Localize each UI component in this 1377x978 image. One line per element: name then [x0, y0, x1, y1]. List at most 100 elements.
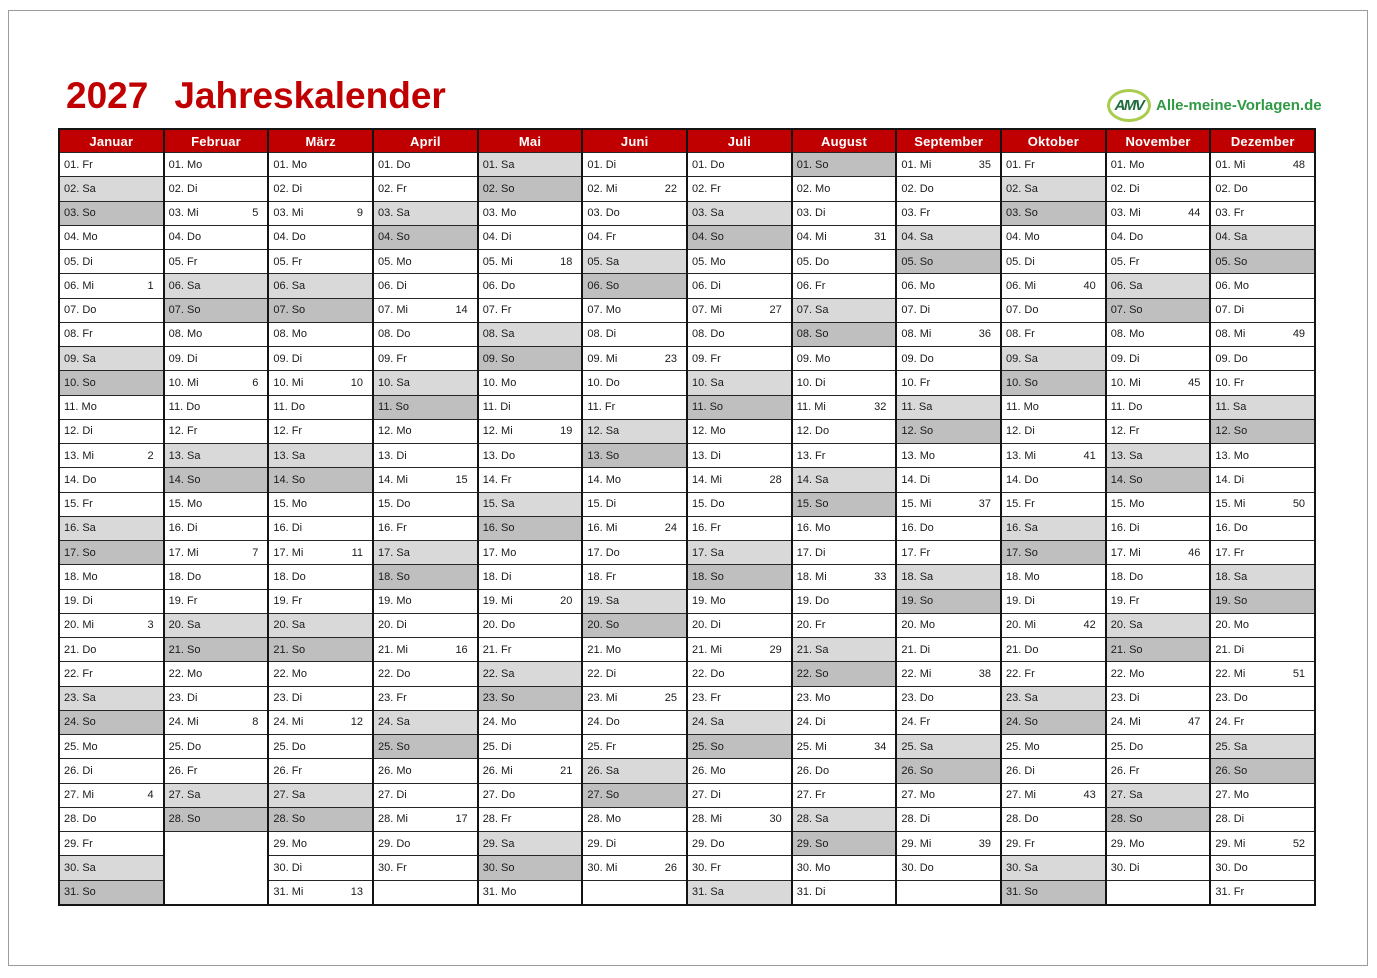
day-label: 10. Sa — [378, 376, 410, 389]
day-label: 08. So — [796, 328, 829, 341]
day-label: 27. Fr — [796, 789, 826, 802]
month-header: Dezember — [1211, 130, 1315, 152]
day-cell: 09. Di — [1106, 346, 1210, 371]
day-cell: 06. Mi 1 — [60, 273, 163, 298]
day-label: 10. So — [1006, 376, 1038, 389]
day-label: 15. So — [796, 498, 829, 511]
day-cell: 01. Do — [374, 152, 477, 177]
day-cell: 30. Do — [897, 855, 1001, 880]
calendar-week-number: 34 — [874, 740, 887, 753]
day-cell: 19. Mo — [688, 588, 791, 613]
day-cell: 12. Fr — [1106, 418, 1210, 443]
calendar-week-number: 9 — [356, 207, 364, 220]
day-label: 01. Mo — [1110, 158, 1145, 171]
day-label: 24. Fr — [901, 716, 931, 729]
day-cell: 13. Sa — [1106, 443, 1210, 468]
day-cell: 22. Mo — [269, 661, 373, 686]
day-cell: 11. So — [374, 394, 477, 419]
day-label: 18. Do — [168, 570, 202, 583]
day-label: 20. Mi — [64, 619, 94, 632]
day-cell: 26. So — [897, 758, 1001, 783]
calendar-week-number: 38 — [978, 667, 992, 680]
day-cell: 23. Do — [1211, 685, 1315, 710]
day-cell: 03. Di — [792, 200, 896, 225]
day-cell: 30. So — [478, 855, 582, 880]
day-label: 07. So — [273, 304, 306, 317]
day-cell: 31. So — [60, 879, 163, 904]
day-cell: 17. Sa — [374, 540, 477, 565]
day-label: 04. Sa — [901, 231, 934, 244]
day-label: 07. Fr — [482, 304, 512, 317]
day-cell: 07. Sa — [792, 297, 896, 322]
day-label: 27. Mo — [1215, 789, 1250, 802]
day-cell: 10. Mi 6 — [164, 370, 268, 395]
day-label: 24. Sa — [378, 716, 410, 729]
day-label: 06. So — [587, 279, 620, 292]
day-cell: 23. Di — [269, 685, 373, 710]
day-label: 24. Mi — [273, 716, 304, 729]
day-label: 12. Sa — [587, 425, 620, 438]
day-label: 26. Di — [64, 764, 93, 777]
day-label: 30. Mo — [796, 861, 831, 874]
day-label: 14. Sa — [796, 473, 829, 486]
day-cell: 25. Do — [269, 734, 373, 759]
day-cell: 18. Mo — [60, 564, 163, 589]
day-label: 02. Di — [273, 182, 303, 195]
day-label: 02. Di — [1110, 182, 1140, 195]
calendar-week-number: 36 — [978, 328, 992, 341]
day-cell: 15. Do — [374, 491, 477, 516]
day-label: 18. So — [378, 570, 410, 583]
day-label: 18. Mi — [796, 570, 827, 583]
day-label: 13. Sa — [273, 449, 306, 462]
calendar-week-number: 37 — [978, 498, 992, 511]
day-cell: 02. Do — [1211, 176, 1315, 201]
day-cell: 27. Fr — [792, 782, 896, 807]
day-label: 25. Di — [482, 740, 512, 753]
day-cell: 02. Di — [1106, 176, 1210, 201]
day-cell: 22. Mi 51 — [1211, 661, 1315, 686]
day-label: 28. Fr — [482, 813, 512, 826]
empty-days-filler — [374, 879, 477, 904]
day-label: 19. Fr — [1110, 595, 1140, 608]
day-label: 17. Mi — [1110, 546, 1141, 559]
day-cell: 28. Di — [1211, 806, 1315, 831]
calendar-week-number: 5 — [252, 207, 259, 220]
day-label: 18. Di — [482, 570, 512, 583]
day-cell: 09. Sa — [60, 346, 163, 371]
day-label: 27. Sa — [273, 789, 306, 802]
day-label: 14. Do — [64, 473, 97, 486]
day-label: 04. Mi — [796, 231, 827, 244]
day-cell: 15. Mi 50 — [1211, 491, 1315, 516]
day-label: 04. So — [692, 231, 724, 244]
day-label: 11. Do — [168, 401, 201, 414]
day-label: 13. So — [587, 449, 620, 462]
day-cell: 21. Fr — [478, 637, 582, 662]
day-label: 17. Mi — [168, 546, 199, 559]
calendar-week-number: 17 — [455, 813, 468, 826]
day-cell: 11. Mo — [60, 394, 163, 419]
day-cell: 07. So — [164, 297, 268, 322]
calendar-week-number: 21 — [560, 764, 573, 777]
day-cell: 14. So — [1106, 467, 1210, 492]
day-label: 02. Sa — [64, 182, 96, 195]
day-label: 08. Mo — [168, 328, 203, 341]
day-label: 28. Sa — [796, 813, 829, 826]
day-cell: 20. Sa — [269, 612, 373, 637]
day-label: 15. Sa — [482, 498, 515, 511]
calendar-week-number: 50 — [1292, 498, 1306, 511]
day-cell: 20. Di — [374, 612, 477, 637]
day-label: 17. Mi — [273, 546, 304, 559]
calendar-week-number: 16 — [455, 643, 468, 656]
day-cell: 21. Sa — [792, 637, 896, 662]
day-label: 07. Di — [901, 304, 931, 317]
day-cell: 22. Mo — [164, 661, 268, 686]
day-label: 22. Di — [587, 667, 617, 680]
month-column-november: November 01. Mo 02. Di 03. Mi 44 04. Do 05. Fr… — [1104, 128, 1210, 906]
day-cell: 29. Di — [583, 831, 687, 856]
day-label: 18. Do — [1110, 570, 1144, 583]
day-cell: 20. Mo — [897, 612, 1001, 637]
day-label: 08. Sa — [482, 328, 515, 341]
day-label: 03. So — [64, 207, 96, 220]
day-cell: 01. Sa — [478, 152, 582, 177]
day-label: 04. Do — [273, 231, 306, 244]
